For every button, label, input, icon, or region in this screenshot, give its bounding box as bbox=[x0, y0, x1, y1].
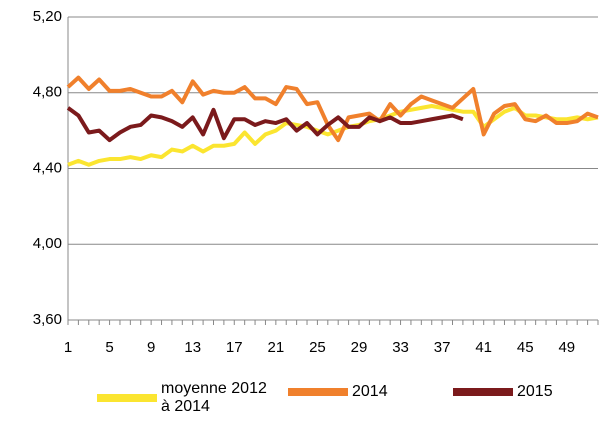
x-tick-label: 37 bbox=[434, 339, 451, 356]
x-tick-label: 25 bbox=[309, 339, 326, 356]
legend-label: 2014 bbox=[352, 383, 388, 400]
x-tick-label: 33 bbox=[392, 339, 409, 356]
x-tick-label: 1 bbox=[64, 339, 72, 356]
legend-label: moyenne 2012 à 2014 bbox=[161, 380, 267, 415]
x-tick-label: 9 bbox=[147, 339, 155, 356]
legend-swatch bbox=[288, 388, 348, 396]
y-tick-label: 5,20 bbox=[33, 8, 62, 25]
x-tick-label: 17 bbox=[226, 339, 243, 356]
x-tick-label: 13 bbox=[184, 339, 201, 356]
x-tick-label: 49 bbox=[558, 339, 575, 356]
legend-swatch bbox=[97, 394, 157, 402]
x-tick-label: 5 bbox=[105, 339, 113, 356]
y-tick-label: 4,80 bbox=[33, 84, 62, 101]
series-line bbox=[66, 75, 599, 143]
series-line bbox=[66, 106, 464, 143]
legend-label: 2015 bbox=[517, 383, 553, 400]
x-tick-label: 21 bbox=[267, 339, 284, 356]
chart: 3,60 4,00 4,40 4,80 5,20 1 5 9 13 17 21 25 29 33 37 41 4… bbox=[33, 8, 599, 356]
y-tick-label: 4,00 bbox=[33, 235, 62, 252]
x-tick-label: 29 bbox=[351, 339, 368, 356]
legend-item: 2015 bbox=[453, 383, 577, 401]
y-tick-label: 4,40 bbox=[33, 159, 62, 176]
legend-item: moyenne 2012 à 2014 bbox=[97, 380, 271, 416]
x-tick-label: 41 bbox=[475, 339, 492, 356]
legend-item: 2014 bbox=[288, 383, 412, 401]
y-tick-label: 3,60 bbox=[33, 311, 62, 328]
legend-swatch bbox=[453, 388, 513, 396]
x-tick-label: 45 bbox=[517, 339, 534, 356]
